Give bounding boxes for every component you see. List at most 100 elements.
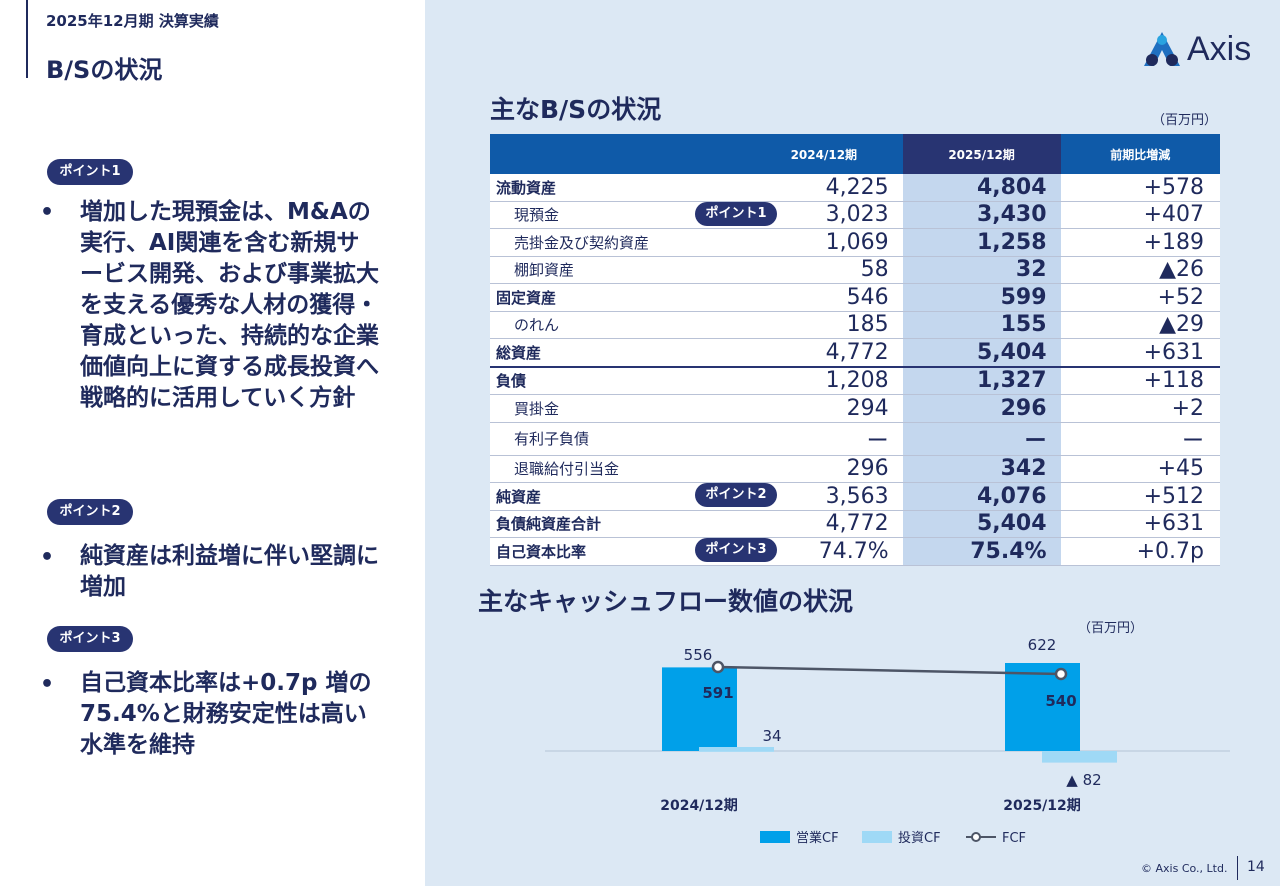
bs-row-label-text: 棚卸資産 (514, 261, 575, 280)
bs-row: 負債 1,208 1,327 +118 (490, 366, 1220, 395)
cf-bar-investing (1042, 751, 1117, 763)
bs-row-point-badge: ポイント2 (695, 483, 778, 507)
bs-value-diff: +407 (1060, 201, 1220, 229)
bs-section-title: 主なB/Sの状況 (490, 95, 662, 124)
bs-row-label: 総資産 (490, 338, 746, 368)
point1-bullet: • (40, 200, 55, 225)
bs-value-2024: 74.7% (745, 537, 903, 566)
cf-label-fcf: 556 (684, 646, 713, 664)
bs-value-diff: ー (1060, 422, 1220, 456)
bs-row-label: 純資産 ポイント2 (490, 482, 778, 511)
bs-row-label: 退職給付引当金 (490, 455, 746, 483)
bs-row-label: のれん (490, 311, 746, 339)
axis-logo (1144, 32, 1180, 66)
cf-chart: 2024/12期 2025/12期 591 622 34 ▲ 82 556 540 営業CF 投資… (545, 636, 1230, 846)
bs-value-2024: 294 (745, 394, 903, 423)
bs-value-2025: 155 (902, 311, 1061, 339)
bs-header-item (490, 134, 746, 174)
cf-legend-swatch-fcf-marker (971, 832, 981, 842)
cf-fcf-point (711, 660, 725, 674)
bs-value-2024: 58 (745, 256, 903, 284)
bs-row: 純資産 ポイント2 3,563 4,076 +512 (490, 482, 1220, 511)
bs-row-label-text: 有利子負債 (514, 430, 590, 448)
point2-text: 純資産は利益増に伴い堅調に増加 (80, 543, 379, 600)
bs-value-2025: 342 (902, 455, 1061, 483)
bs-value-diff: +0.7p (1060, 537, 1220, 566)
cf-legend-label: FCF (1002, 831, 1026, 846)
cf-category-label: 2025/12期 (1003, 798, 1081, 814)
bs-value-diff: ▲29 (1060, 311, 1220, 339)
point3-text: 自己資本比率は+0.7p 増の75.4%と財務安定性は高い水準を維持 (80, 670, 372, 758)
point2-bullet: • (40, 545, 55, 570)
bs-row-label: 自己資本比率 ポイント3 (490, 537, 778, 566)
bs-value-2024: 185 (745, 311, 903, 339)
cf-legend-label: 営業CF (796, 830, 839, 846)
bs-row-label-text: 売掛金及び契約資産 (514, 233, 650, 252)
bs-value-2024: ー (745, 422, 903, 456)
bs-row: 棚卸資産 58 32 ▲26 (490, 256, 1220, 284)
bs-row-label-text: 買掛金 (514, 399, 560, 418)
bs-row-label-text: 負債純資産合計 (496, 515, 602, 534)
cf-section-title: 主なキャッシュフロー数値の状況 (478, 587, 854, 616)
bs-value-2025: 1,327 (902, 366, 1061, 395)
cf-legend-swatch-operating (760, 831, 790, 843)
bs-value-diff: +578 (1060, 174, 1220, 202)
bs-value-2024: 4,225 (745, 174, 903, 202)
title-accent-line (26, 0, 28, 78)
cf-label-investing: 34 (762, 727, 781, 745)
bs-value-2025: 4,076 (902, 482, 1061, 511)
bs-row: 負債純資産合計 4,772 5,404 +631 (490, 510, 1220, 538)
axis-logo-text: Axis (1187, 30, 1252, 68)
cf-legend-label: 投資CF (898, 830, 941, 846)
bs-value-2025: 5,404 (902, 510, 1061, 538)
cf-fcf-line (717, 665, 1062, 676)
bs-value-2025: 1,258 (902, 228, 1061, 257)
bs-value-2024: 1,208 (745, 366, 903, 395)
bs-row-label: 売掛金及び契約資産 (490, 228, 746, 257)
bs-row-label-text: 流動資産 (496, 178, 557, 197)
bs-value-diff: +512 (1060, 482, 1220, 511)
bs-row-label: 有利子負債 (490, 422, 746, 456)
bs-row: 有利子負債ーーー (490, 422, 1220, 456)
cf-category-label: 2024/12期 (660, 798, 738, 814)
point1-text: 増加した現預金は、M&Aの実行、AI関連を含む新規サービス開発、および事業拡大を… (80, 199, 379, 411)
bs-row-label-text: 総資産 (496, 343, 542, 362)
bs-header-row: 2024/12期 2025/12期 前期比増減 (490, 134, 1220, 174)
point3-badge: ポイント3 (47, 626, 133, 652)
bs-value-diff: +52 (1060, 283, 1220, 312)
bs-value-diff: +631 (1060, 510, 1220, 538)
bs-value-diff: ▲26 (1060, 256, 1220, 284)
bs-value-diff: +2 (1060, 394, 1220, 423)
page-number: 14 (1247, 859, 1265, 875)
bs-row-label: 棚卸資産 (490, 256, 746, 284)
bs-row: 売掛金及び契約資産 1,069 1,258 +189 (490, 228, 1220, 257)
cf-label-fcf: 540 (1045, 692, 1076, 710)
bs-value-diff: +189 (1060, 228, 1220, 257)
bs-row: 流動資産 4,225 4,804 +578 (490, 174, 1220, 202)
bs-value-2024: 1,069 (745, 228, 903, 257)
bs-row: 自己資本比率 ポイント3 74.7% 75.4% +0.7p (490, 537, 1220, 566)
left-panel: 2025年12月期 決算実績 B/Sの状況 ポイント1 • 増加した現預金は、M… (0, 0, 425, 886)
bs-value-2025: 5,404 (902, 338, 1061, 368)
bs-value-2024: 4,772 (745, 510, 903, 538)
axis-logo-icon (1144, 32, 1180, 66)
bs-value-2025: 3,430 (902, 201, 1061, 229)
bs-value-2024: 4,772 (745, 338, 903, 368)
point3-bullet: • (40, 672, 55, 697)
bs-row-label: 現預金 ポイント1 (490, 201, 778, 229)
bs-row: 固定資産 546 599 +52 (490, 283, 1220, 312)
bs-row-label: 買掛金 (490, 394, 746, 423)
bs-row-label-text: のれん (514, 316, 560, 335)
bs-value-2025: 32 (902, 256, 1061, 284)
bs-value-2025: 599 (902, 283, 1061, 312)
bs-header-2024: 2024/12期 (745, 134, 903, 174)
bs-row: 買掛金 294 296 +2 (490, 394, 1220, 423)
bs-row-label-text: 固定資産 (496, 288, 557, 307)
bs-row: のれん 185 155 ▲29 (490, 311, 1220, 339)
bs-value-diff: +118 (1060, 366, 1220, 395)
cf-bar-operating (662, 667, 737, 751)
point1-badge: ポイント1 (47, 159, 133, 185)
bs-row: 現預金 ポイント1 3,023 3,430 +407 (490, 201, 1220, 229)
cf-bar-investing (699, 747, 774, 752)
bs-row: 総資産 4,772 5,404 +631 (490, 338, 1220, 368)
